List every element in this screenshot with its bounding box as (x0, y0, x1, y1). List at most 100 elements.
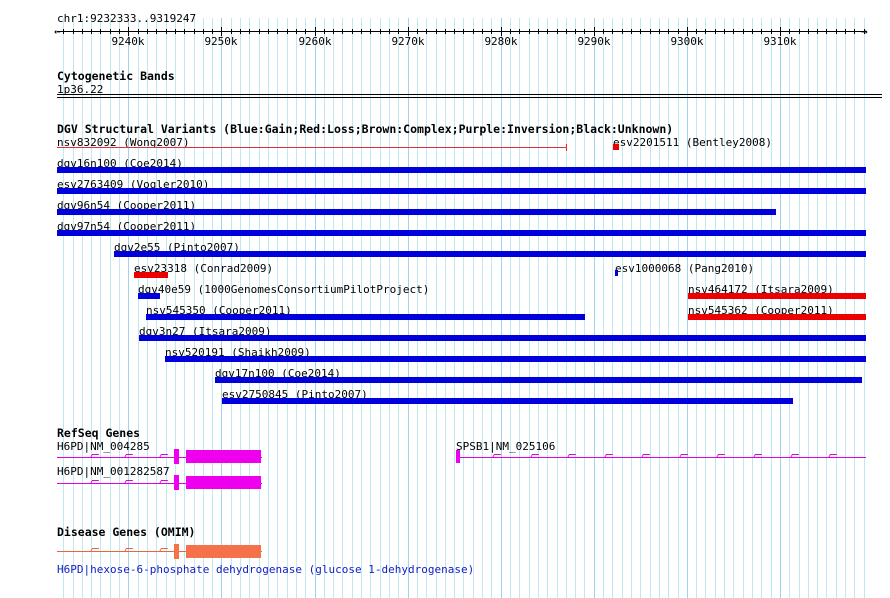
ruler-tick-minor (212, 29, 213, 34)
ruler-tick-minor (752, 29, 753, 34)
dgv-track-bar[interactable] (57, 167, 866, 173)
dgv-track-bar[interactable] (615, 270, 618, 276)
dgv-track-bar[interactable] (57, 147, 566, 148)
dgv-track-bar[interactable] (114, 251, 866, 257)
grid-line-minor (575, 18, 576, 598)
dgv-track-bar[interactable] (138, 293, 160, 299)
gene-exon-block[interactable] (186, 450, 261, 463)
dgv-track-label[interactable]: esv2763409 (Vogler2010) (57, 178, 210, 191)
gene-intron-line (57, 483, 262, 484)
ruler-axis-line (57, 31, 866, 32)
gene-intron-line (57, 457, 262, 458)
dgv-track-label[interactable]: esv2750845 (Pinto2007) (222, 388, 368, 401)
ruler-tick-minor (268, 29, 269, 34)
grid-line-minor (119, 18, 120, 598)
gene-exon-block[interactable] (174, 475, 179, 490)
ruler-tick-minor (287, 29, 288, 34)
ruler-tick-minor (473, 29, 474, 34)
gene-label[interactable]: H6PD|hexose-6-phosphate dehydrogenase (g… (57, 563, 475, 576)
ruler-tick-label: 9310k (763, 35, 797, 48)
grid-line-minor (836, 18, 837, 598)
grid-line-minor (203, 18, 204, 598)
gene-exon-block[interactable] (186, 545, 261, 558)
dgv-track-bar[interactable] (57, 188, 866, 194)
ruler-left-arrow-icon[interactable]: ← (54, 25, 61, 38)
dgv-track-label[interactable]: esv1000068 (Pang2010) (615, 262, 755, 275)
ruler-tick-minor (529, 29, 530, 34)
dgv-track-bar[interactable] (165, 356, 866, 362)
ruler-tick-minor (91, 29, 92, 34)
grid-line-minor (799, 18, 800, 598)
grid-line-minor (678, 18, 679, 598)
dgv-track-label[interactable]: dgv2e55 (Pinto2007) (114, 241, 240, 254)
grid-line-minor (473, 18, 474, 598)
dgv-track-label[interactable]: dgv96n54 (Cooper2011) (57, 199, 197, 212)
dgv-track-label[interactable]: nsv520191 (Shaikh2009) (165, 346, 311, 359)
grid-line-minor (370, 18, 371, 598)
dgv-track-bar[interactable] (688, 314, 866, 320)
ruler-tick-minor (175, 29, 176, 34)
ruler-tick-minor (277, 29, 278, 34)
ruler-tick-minor (547, 29, 548, 34)
grid-line-minor (538, 18, 539, 598)
grid-line-minor (761, 18, 762, 598)
dgv-track-label[interactable]: nsv545362 (Cooper2011) (688, 304, 834, 317)
dgv-track-bar[interactable] (134, 272, 168, 278)
dgv-track-label[interactable]: esv2201511 (Bentley2008) (613, 136, 772, 149)
grid-line-minor (454, 18, 455, 598)
dgv-track-bar[interactable] (57, 230, 866, 236)
dgv-track-label[interactable]: nsv545350 (Cooper2011) (146, 304, 292, 317)
gene-exon-block[interactable] (456, 450, 460, 463)
dgv-track-bar[interactable] (139, 335, 866, 341)
dgv-track-label[interactable]: esv23318 (Conrad2009) (134, 262, 274, 275)
dgv-track-label[interactable]: dgv40e59 (1000GenomesConsortiumPilotProj… (138, 283, 430, 296)
grid-line-minor (82, 18, 83, 598)
grid-line-minor (696, 18, 697, 598)
omim-section-title: Disease Genes (OMIM) (57, 525, 196, 539)
dgv-track-bar[interactable] (215, 377, 862, 383)
grid-line-minor (445, 18, 446, 598)
locus-label: chr1:9232333..9319247 (57, 12, 197, 25)
ruler-tick-minor (361, 29, 362, 34)
dgv-track-bar[interactable] (613, 144, 619, 150)
grid-line-minor (240, 18, 241, 598)
dgv-section-title: DGV Structural Variants (Blue:Gain;Red:L… (57, 122, 674, 136)
dgv-track-label[interactable]: dgv97n54 (Cooper2011) (57, 220, 197, 233)
grid-line-minor (864, 18, 865, 598)
ruler-tick-minor (110, 29, 111, 34)
grid-line-minor (287, 18, 288, 598)
grid-line-minor (557, 18, 558, 598)
gene-label[interactable]: SPSB1|NM_025106 (456, 440, 556, 453)
gene-label[interactable]: H6PD|NM_004285 (57, 440, 150, 453)
gene-exon-block[interactable] (186, 476, 261, 489)
ruler-tick-minor (342, 29, 343, 34)
grid-line-minor (184, 18, 185, 598)
ruler-tick-minor (491, 29, 492, 34)
dgv-track-bar[interactable] (688, 293, 866, 299)
gene-exon-block[interactable] (174, 544, 179, 559)
grid-line-major (501, 18, 502, 598)
dgv-track-bar[interactable] (57, 209, 776, 215)
ruler-tick-minor (510, 29, 511, 34)
dgv-track-bar[interactable] (222, 398, 793, 404)
dgv-track-label[interactable]: dgv3n27 (Itsara2009) (139, 325, 272, 338)
ruler-tick-minor (352, 29, 353, 34)
ruler-tick-label: 9250k (204, 35, 238, 48)
gene-exon-block[interactable] (174, 449, 179, 464)
grid-line-minor (305, 18, 306, 598)
dgv-track-label[interactable]: dgv17n100 (Coe2014) (215, 367, 341, 380)
grid-line-minor (733, 18, 734, 598)
ruler-tick-minor (584, 29, 585, 34)
grid-line-minor (482, 18, 483, 598)
dgv-track-label[interactable]: dgv16n100 (Coe2014) (57, 157, 183, 170)
ruler-tick-major (780, 27, 781, 36)
grid-line-minor (584, 18, 585, 598)
dgv-track-label[interactable]: nsv832092 (Wong2007) (57, 136, 190, 149)
ruler-tick-minor (659, 29, 660, 34)
dgv-track-bar[interactable] (146, 314, 585, 320)
gene-label[interactable]: H6PD|NM_001282587 (57, 465, 170, 478)
dgv-track-label[interactable]: nsv464172 (Itsara2009) (688, 283, 834, 296)
ruler-tick-minor (380, 29, 381, 34)
grid-line-major (315, 18, 316, 598)
